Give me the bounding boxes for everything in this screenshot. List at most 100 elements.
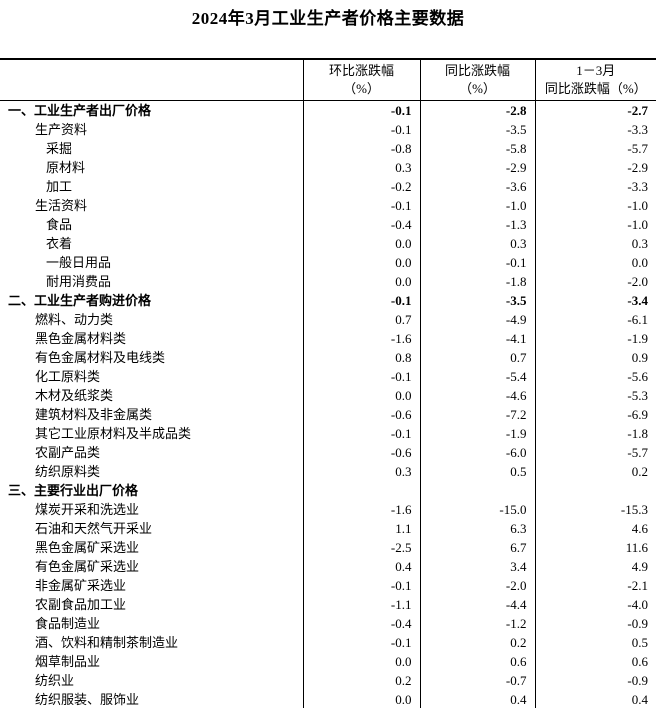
row-mom-value xyxy=(302,480,420,500)
row-yoy-value: -6.0 xyxy=(419,442,535,462)
row-mom-value: 0.7 xyxy=(302,309,420,329)
col-header-yoy-line2: （%） xyxy=(459,80,496,96)
table-row: 建筑材料及非金属类 -0.6 -7.2 -6.9 xyxy=(0,404,656,424)
row-yoy-value: -2.9 xyxy=(419,157,535,177)
table-row: 采掘 -0.8 -5.8 -5.7 xyxy=(0,138,656,158)
row-ytd-value: -0.9 xyxy=(534,670,656,690)
row-ytd-value: 0.2 xyxy=(534,461,656,481)
col-header-ytd-line1: 1－3月 xyxy=(576,62,616,78)
producer-price-table: 环比涨跌幅 （%） 同比涨跌幅 （%） 1－3月 同比涨跌幅（%） 一、工业生产… xyxy=(0,58,656,708)
table-row: 三、主要行业出厂价格 xyxy=(0,480,656,500)
row-ytd-value: -5.7 xyxy=(534,442,656,462)
col-header-ytd-line2: 同比涨跌幅（%） xyxy=(544,80,647,96)
row-mom-value: -0.1 xyxy=(302,423,420,443)
col-header-yoy: 同比涨跌幅 （%） xyxy=(419,59,535,101)
row-ytd-value: 0.3 xyxy=(534,233,656,253)
col-header-ytd: 1－3月 同比涨跌幅（%） xyxy=(534,59,656,101)
table-row: 纺织业 0.2 -0.7 -0.9 xyxy=(0,670,656,690)
table-row: 木材及纸浆类 0.0 -4.6 -5.3 xyxy=(0,385,656,405)
row-yoy-value: -7.2 xyxy=(419,404,535,424)
row-ytd-value: -5.6 xyxy=(534,366,656,386)
row-yoy-value: 6.7 xyxy=(419,537,535,557)
row-mom-value: 1.1 xyxy=(302,518,420,538)
row-mom-value: -1.6 xyxy=(302,328,420,348)
row-ytd-value: -2.9 xyxy=(534,157,656,177)
row-yoy-value: -0.7 xyxy=(419,670,535,690)
table-row: 农副食品加工业 -1.1 -4.4 -4.0 xyxy=(0,594,656,614)
row-yoy-value: 0.6 xyxy=(419,651,535,671)
table-header: 环比涨跌幅 （%） 同比涨跌幅 （%） 1－3月 同比涨跌幅（%） xyxy=(0,59,656,101)
row-yoy-value: -4.1 xyxy=(419,328,535,348)
row-ytd-value: -1.0 xyxy=(534,195,656,215)
row-label: 纺织原料类 xyxy=(35,463,101,479)
row-label: 酒、饮料和精制茶制造业 xyxy=(35,634,179,650)
row-mom-value: 0.0 xyxy=(302,252,420,272)
row-label: 采掘 xyxy=(46,140,73,156)
row-ytd-value: -1.0 xyxy=(534,214,656,234)
row-mom-value: 0.8 xyxy=(302,347,420,367)
row-label: 黑色金属材料类 xyxy=(35,330,127,346)
row-label: 三、主要行业出厂价格 xyxy=(8,482,139,498)
row-label: 农副产品类 xyxy=(35,444,101,460)
row-ytd-value: -3.3 xyxy=(534,176,656,196)
col-header-mom-line2: （%） xyxy=(343,80,380,96)
row-ytd-value: -4.0 xyxy=(534,594,656,614)
row-label: 农副食品加工业 xyxy=(35,596,127,612)
row-ytd-value: 11.6 xyxy=(534,537,656,557)
table-row: 煤炭开采和洗选业 -1.6 -15.0 -15.3 xyxy=(0,499,656,519)
row-ytd-value: 0.9 xyxy=(534,347,656,367)
row-label: 建筑材料及非金属类 xyxy=(35,406,153,422)
row-yoy-value: -1.2 xyxy=(419,613,535,633)
row-label: 一、工业生产者出厂价格 xyxy=(8,102,152,118)
row-yoy-value: 3.4 xyxy=(419,556,535,576)
row-yoy-value: -3.5 xyxy=(419,119,535,139)
row-yoy-value: -2.0 xyxy=(419,575,535,595)
table-row: 生产资料 -0.1 -3.5 -3.3 xyxy=(0,119,656,139)
row-mom-value: -0.1 xyxy=(302,366,420,386)
row-ytd-value: 0.6 xyxy=(534,651,656,671)
row-yoy-value: -5.4 xyxy=(419,366,535,386)
row-yoy-value: -3.6 xyxy=(419,176,535,196)
row-ytd-value: 0.0 xyxy=(534,252,656,272)
row-label: 食品 xyxy=(46,216,73,232)
table-row: 化工原料类 -0.1 -5.4 -5.6 xyxy=(0,366,656,386)
row-mom-value: -0.8 xyxy=(302,138,420,158)
row-mom-value: -2.5 xyxy=(302,537,420,557)
table-row: 原材料 0.3 -2.9 -2.9 xyxy=(0,157,656,177)
table-row: 纺织服装、服饰业 0.0 0.4 0.4 xyxy=(0,689,656,708)
row-mom-value: 0.3 xyxy=(302,157,420,177)
row-yoy-value: -1.9 xyxy=(419,423,535,443)
row-mom-value: -0.1 xyxy=(302,290,420,310)
row-label: 非金属矿采选业 xyxy=(35,577,127,593)
row-mom-value: 0.2 xyxy=(302,670,420,690)
row-label: 纺织业 xyxy=(35,672,75,688)
header-row: 环比涨跌幅 （%） 同比涨跌幅 （%） 1－3月 同比涨跌幅（%） xyxy=(0,59,656,101)
table-row: 生活资料 -0.1 -1.0 -1.0 xyxy=(0,195,656,215)
row-mom-value: 0.0 xyxy=(302,651,420,671)
corner-cell xyxy=(0,59,303,101)
row-mom-value: 0.4 xyxy=(302,556,420,576)
row-label: 加工 xyxy=(46,178,73,194)
row-yoy-value: 0.3 xyxy=(419,233,535,253)
row-label: 黑色金属矿采选业 xyxy=(35,539,140,555)
table-row: 衣着 0.0 0.3 0.3 xyxy=(0,233,656,253)
row-ytd-value: -5.7 xyxy=(534,138,656,158)
table-row: 一、工业生产者出厂价格 -0.1 -2.8 -2.7 xyxy=(0,100,656,120)
col-header-yoy-line1: 同比涨跌幅 xyxy=(444,62,510,78)
row-label: 耐用消费品 xyxy=(46,273,112,289)
row-ytd-value: -1.9 xyxy=(534,328,656,348)
row-mom-value: -0.1 xyxy=(302,119,420,139)
page-title: 2024年3月工业生产者价格主要数据 xyxy=(191,9,465,28)
row-label: 食品制造业 xyxy=(35,615,101,631)
row-yoy-value: -0.1 xyxy=(419,252,535,272)
row-mom-value: 0.3 xyxy=(302,461,420,481)
row-yoy-value: -3.5 xyxy=(419,290,535,310)
row-mom-value: -0.1 xyxy=(302,100,420,120)
row-yoy-value: -5.8 xyxy=(419,138,535,158)
row-yoy-value: -4.6 xyxy=(419,385,535,405)
row-label: 有色金属矿采选业 xyxy=(35,558,140,574)
row-label: 木材及纸浆类 xyxy=(35,387,114,403)
row-label: 纺织服装、服饰业 xyxy=(35,691,140,707)
row-label: 燃料、动力类 xyxy=(35,311,114,327)
row-ytd-value: -6.9 xyxy=(534,404,656,424)
